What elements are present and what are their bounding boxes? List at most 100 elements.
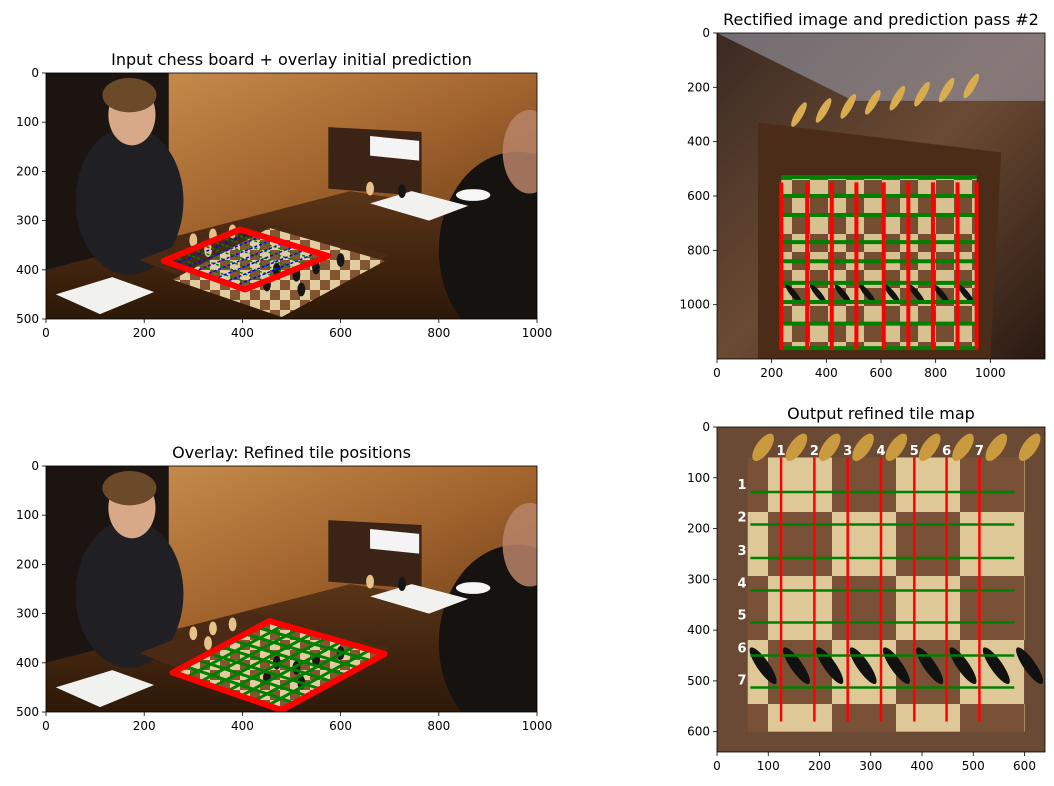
tile-map-board: [747, 457, 1025, 732]
tile-map-piece: [952, 433, 974, 462]
x-tick-label: 400: [815, 366, 838, 380]
column-label: 2: [810, 444, 819, 459]
chess-piece: [398, 577, 406, 591]
rectified-piece: [810, 284, 827, 304]
chess-piece: [336, 253, 345, 267]
column-label: 6: [942, 444, 951, 459]
x-tick-label: 0: [42, 719, 50, 733]
y-tick-label: 100: [687, 471, 710, 485]
x-tick-label: 800: [427, 719, 450, 733]
x-tick-label: 0: [713, 366, 721, 380]
y-tick-label: 0: [31, 459, 39, 473]
y-tick-label: 200: [687, 80, 710, 94]
tile-map-piece: [885, 433, 908, 462]
panel-image: 1 2 3 4 5 6 7 1 2 3 4 5 6 7: [717, 427, 1045, 752]
score-sheet-left: [55, 670, 155, 708]
y-tick-label: 600: [687, 189, 710, 203]
coffee-cup: [455, 582, 491, 594]
score-sheet-right: [370, 191, 469, 221]
x-tick-label: 600: [329, 326, 352, 340]
y-tick-label: 500: [687, 674, 710, 688]
chess-piece: [204, 636, 212, 651]
y-tick-label: 200: [16, 164, 39, 178]
player-left-hair: [102, 470, 157, 506]
player-left-hair: [102, 77, 157, 113]
x-tick-label: 0: [713, 759, 721, 773]
x-tick-label: 200: [133, 719, 156, 733]
panel-p1: Input chess board + overlay initial pred…: [16, 50, 553, 340]
chess-piece: [189, 233, 198, 248]
row-label: 7: [738, 674, 747, 689]
tile-map-piece: [1016, 647, 1044, 685]
y-tick-label: 0: [702, 26, 710, 40]
chess-piece: [398, 184, 406, 198]
tile-map-piece: [1018, 433, 1041, 462]
x-tick-label: 400: [231, 719, 254, 733]
y-tick-label: 0: [702, 420, 710, 434]
initial-grid-line: [193, 238, 274, 273]
rectified-piece: [815, 98, 832, 123]
panel-p4: 1 2 3 4 5 6 7 1 2 3 4 5 6 7 Output refined tile map 0 10…: [687, 404, 1046, 773]
x-tick-label: 800: [427, 326, 450, 340]
initial-grid-line: [230, 232, 319, 261]
row-label: 5: [738, 609, 747, 624]
y-tick-label: 400: [16, 656, 39, 670]
x-tick-label: 200: [760, 366, 783, 380]
x-tick-label: 100: [757, 759, 780, 773]
chess-piece: [209, 621, 217, 636]
axes-frame: [45, 465, 538, 713]
tile-map-piece: [818, 433, 841, 462]
y-tick-label: 800: [687, 243, 710, 257]
score-sheet-left: [55, 277, 155, 315]
y-tick-label: 400: [16, 263, 39, 277]
rectified-piece: [889, 85, 906, 111]
rectified-piece: [938, 77, 955, 103]
rectified-piece: [864, 89, 881, 115]
y-tick-label: 500: [16, 312, 39, 326]
y-tick-label: 300: [16, 607, 39, 621]
column-label: 4: [876, 444, 885, 459]
initial-grid-line: [173, 256, 256, 287]
refined-grid-line: [240, 640, 343, 698]
refined-grid-line: [226, 636, 328, 693]
x-tick-label: 0: [42, 326, 50, 340]
refined-grid-line: [256, 625, 373, 663]
y-tick-label: 500: [16, 705, 39, 719]
row-label: 6: [738, 642, 747, 657]
x-tick-label: 600: [329, 719, 352, 733]
axes-frame: [716, 426, 1046, 753]
x-tick-label: 200: [808, 759, 831, 773]
refined-grid-line: [267, 648, 372, 707]
rectified-piece: [933, 284, 950, 304]
x-tick-label: 800: [924, 366, 947, 380]
rectified-piece: [914, 81, 930, 107]
initial-board-outline: [160, 226, 332, 293]
y-tick-label: 1000: [679, 298, 710, 312]
initial-grid-line: [220, 236, 308, 266]
x-tick-label: 1000: [522, 326, 553, 340]
y-tick-label: 0: [31, 66, 39, 80]
refined-board-outline: [169, 617, 388, 712]
rectified-piece: [957, 284, 974, 304]
x-tick-label: 1000: [975, 366, 1006, 380]
row-label: 1: [738, 478, 747, 493]
player-right-face: [502, 109, 537, 194]
tile-map-piece: [852, 433, 874, 462]
refined-grid-line: [253, 644, 357, 703]
chess-piece: [189, 626, 198, 641]
rectified-piece: [883, 284, 900, 304]
chess-piece: [297, 282, 306, 297]
tile-map-piece: [752, 433, 774, 462]
player-right-face: [502, 502, 537, 587]
panel-p3: Overlay: Refined tile positions 0 200 400 60…: [16, 443, 552, 733]
y-tick-label: 400: [687, 623, 710, 637]
panel-p2: Rectified image and prediction pass #2 0 2…: [679, 10, 1046, 380]
row-label: 3: [738, 544, 747, 559]
panel-title: Rectified image and prediction pass #2: [723, 10, 1039, 29]
axes-frame: [45, 72, 538, 320]
x-tick-label: 600: [1013, 759, 1036, 773]
y-tick-label: 200: [687, 522, 710, 536]
rectified-piece: [840, 94, 857, 119]
y-tick-label: 600: [687, 725, 710, 739]
y-tick-label: 300: [16, 214, 39, 228]
